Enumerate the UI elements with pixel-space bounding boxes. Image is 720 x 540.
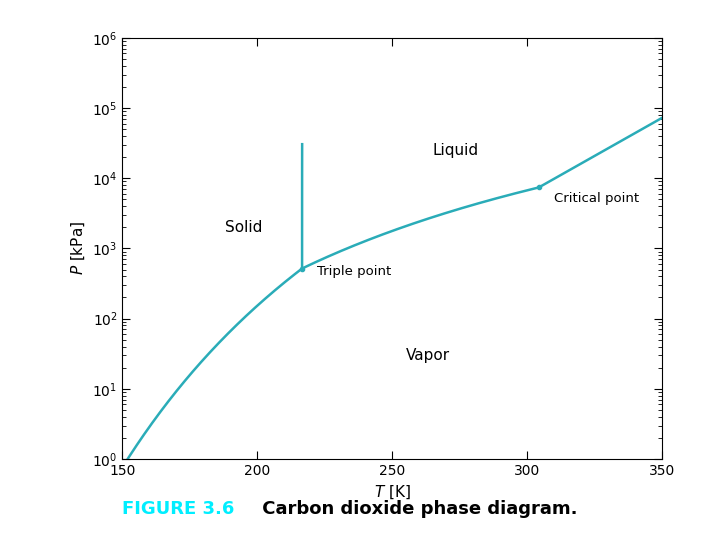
X-axis label: $T$ [K]: $T$ [K] bbox=[374, 483, 411, 501]
Text: Critical point: Critical point bbox=[554, 192, 639, 205]
Text: Liquid: Liquid bbox=[433, 143, 479, 158]
Text: Vapor: Vapor bbox=[406, 348, 450, 363]
Text: Triple point: Triple point bbox=[317, 265, 391, 278]
Text: FIGURE 3.6: FIGURE 3.6 bbox=[122, 501, 235, 518]
Text: Solid: Solid bbox=[225, 220, 262, 235]
Text: Carbon dioxide phase diagram.: Carbon dioxide phase diagram. bbox=[256, 501, 577, 518]
Y-axis label: $P$ [kPa]: $P$ [kPa] bbox=[69, 221, 86, 275]
